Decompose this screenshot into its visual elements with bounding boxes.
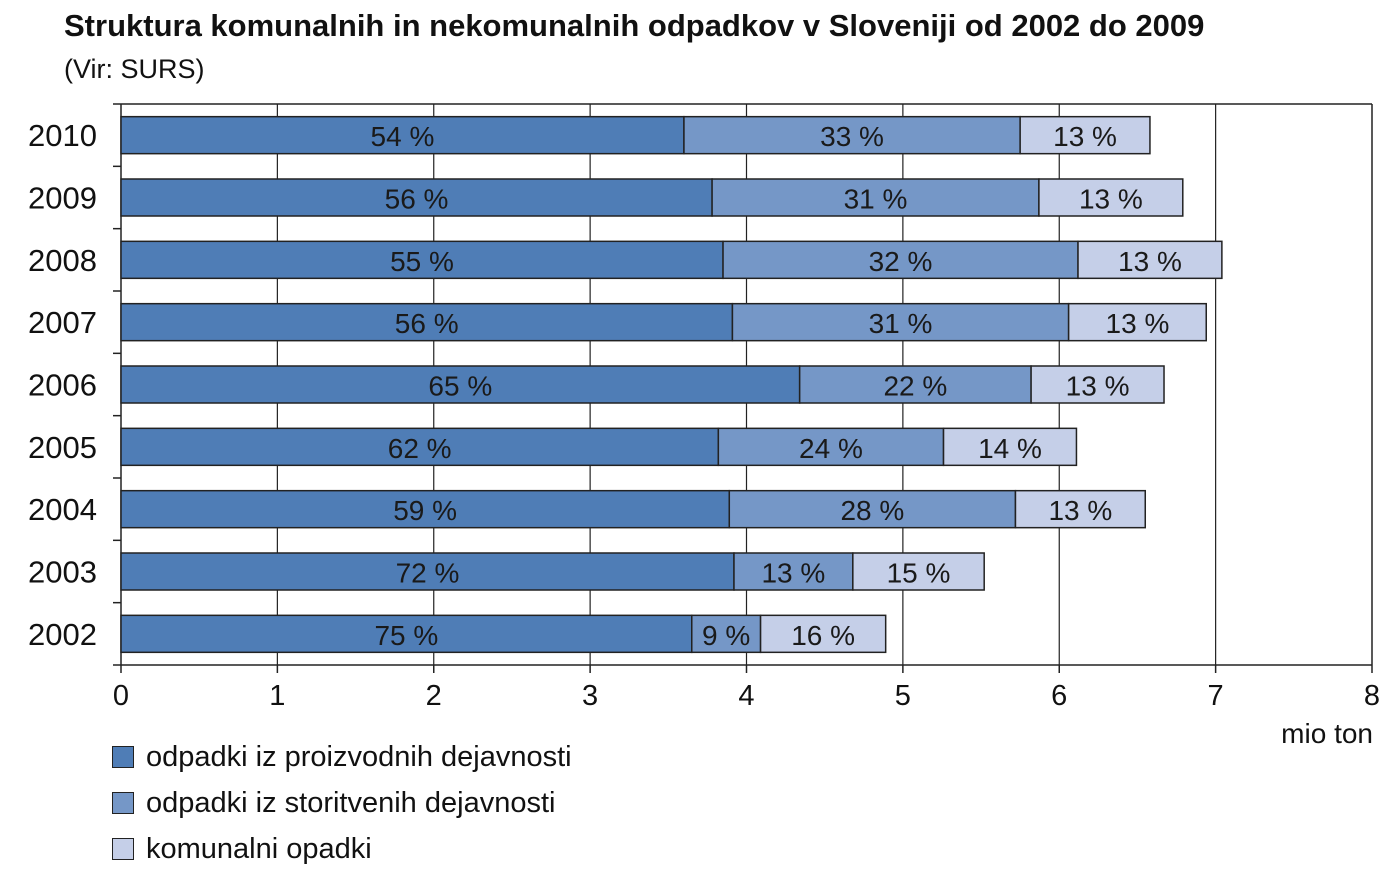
legend-item-production: odpadki iz proizvodnih dejavnosti bbox=[112, 734, 572, 780]
bar-2004-series-2 bbox=[1014, 489, 1147, 529]
data-label-2009-series-0: 56 % bbox=[385, 184, 449, 215]
chart-subtitle: (Vir: SURS) bbox=[64, 54, 205, 84]
data-label-2005-series-2: 14 % bbox=[978, 433, 1042, 464]
bar-2004-series-0 bbox=[120, 489, 731, 529]
data-label-2003-series-2: 15 % bbox=[887, 558, 951, 589]
legend-label-municipal: komunalni opadki bbox=[146, 832, 372, 865]
legend-label-services: odpadki iz storitvenih dejavnosti bbox=[146, 786, 556, 819]
data-label-2003-series-1: 13 % bbox=[761, 558, 825, 589]
data-label-2007-series-1: 31 % bbox=[869, 308, 933, 339]
y-tick-label-2004: 2004 bbox=[28, 492, 97, 527]
stacked-bar-chart: 0 1 2 3 4 5 6 7 8 2010 54 % 33 % 13 % 2009 56 % 31 % 13 … bbox=[28, 103, 1380, 712]
y-tick-label-2010: 2010 bbox=[28, 118, 97, 153]
legend-swatch-services bbox=[112, 792, 134, 814]
x-tick-label-5: 5 bbox=[895, 680, 911, 712]
x-tick-label-8: 8 bbox=[1364, 680, 1380, 712]
bar-2003-series-2 bbox=[852, 552, 985, 591]
x-tick-label-0: 0 bbox=[113, 680, 129, 712]
y-tick-label-2009: 2009 bbox=[28, 181, 97, 216]
legend-item-services: odpadki iz storitvenih dejavnosti bbox=[112, 780, 572, 826]
bar-2009-series-0 bbox=[120, 178, 713, 217]
data-label-2005-series-1: 24 % bbox=[799, 433, 863, 464]
data-label-2002-series-0: 75 % bbox=[374, 620, 438, 651]
data-label-2008-series-1: 32 % bbox=[869, 246, 933, 277]
data-label-2010-series-1: 33 % bbox=[820, 121, 884, 152]
bar-2006-series-0 bbox=[120, 365, 801, 404]
data-label-2004-series-1: 28 % bbox=[840, 495, 904, 526]
data-label-2002-series-1: 9 % bbox=[702, 620, 750, 651]
bar-2006-series-2 bbox=[1030, 365, 1165, 404]
data-label-2006-series-1: 22 % bbox=[883, 371, 947, 402]
bar-2003-series-0 bbox=[120, 552, 735, 591]
data-label-2006-series-2: 13 % bbox=[1066, 371, 1130, 402]
x-tick-label-3: 3 bbox=[582, 680, 598, 712]
y-tick-label-2007: 2007 bbox=[28, 305, 97, 340]
data-label-2002-series-2: 16 % bbox=[791, 620, 855, 651]
y-tick-label-2006: 2006 bbox=[28, 368, 97, 403]
data-label-2010-series-2: 13 % bbox=[1053, 121, 1117, 152]
data-label-2005-series-0: 62 % bbox=[388, 433, 452, 464]
data-label-2007-series-0: 56 % bbox=[395, 308, 459, 339]
data-label-2004-series-2: 13 % bbox=[1048, 495, 1112, 526]
data-label-2006-series-0: 65 % bbox=[428, 371, 492, 402]
bar-2008-series-0 bbox=[120, 240, 724, 280]
y-tick-label-2005: 2005 bbox=[28, 430, 97, 465]
data-label-2007-series-2: 13 % bbox=[1106, 308, 1170, 339]
data-label-2009-series-2: 13 % bbox=[1079, 184, 1143, 215]
bar-2009-series-2 bbox=[1038, 178, 1184, 217]
legend-label-production: odpadki iz proizvodnih dejavnosti bbox=[146, 740, 572, 773]
legend-item-municipal: komunalni opadki bbox=[112, 826, 572, 872]
x-tick-label-2: 2 bbox=[426, 680, 442, 712]
bar-2004-series-1 bbox=[728, 489, 1017, 529]
bar-2005-series-2 bbox=[942, 427, 1078, 467]
legend-swatch-production bbox=[112, 746, 134, 768]
data-label-2009-series-1: 31 % bbox=[844, 184, 908, 215]
data-label-2008-series-2: 13 % bbox=[1118, 246, 1182, 277]
data-label-2004-series-0: 59 % bbox=[393, 495, 457, 526]
x-tick-label-6: 6 bbox=[1051, 680, 1067, 712]
bar-2002-series-2 bbox=[759, 614, 887, 654]
x-axis-unit-label: mio ton bbox=[1281, 718, 1373, 749]
bar-2008-series-1 bbox=[722, 240, 1079, 280]
bar-2007-series-0 bbox=[120, 302, 734, 342]
bar-2007-series-2 bbox=[1067, 302, 1207, 342]
bar-2010-series-1 bbox=[683, 115, 1021, 155]
y-tick-label-2008: 2008 bbox=[28, 243, 97, 278]
bar-2008-series-2 bbox=[1077, 240, 1223, 280]
data-label-2008-series-0: 55 % bbox=[390, 246, 454, 277]
x-tick-label-7: 7 bbox=[1208, 680, 1224, 712]
bar-2010-series-0 bbox=[120, 115, 685, 155]
data-label-2003-series-0: 72 % bbox=[396, 558, 460, 589]
bar-2003-series-1 bbox=[733, 552, 854, 591]
chart-title: Struktura komunalnih in nekomunalnih odp… bbox=[64, 8, 1205, 43]
bar-2010-series-2 bbox=[1019, 115, 1151, 155]
x-tick-label-1: 1 bbox=[269, 680, 285, 712]
x-tick-label-4: 4 bbox=[738, 680, 754, 712]
bar-2009-series-1 bbox=[711, 178, 1040, 217]
bar-2006-series-1 bbox=[798, 365, 1032, 404]
bar-2007-series-1 bbox=[731, 302, 1070, 342]
legend-swatch-municipal bbox=[112, 838, 134, 860]
data-label-2010-series-0: 54 % bbox=[371, 121, 435, 152]
legend: odpadki iz proizvodnih dejavnosti odpadk… bbox=[112, 734, 572, 872]
y-tick-label-2002: 2002 bbox=[28, 617, 97, 652]
y-tick-label-2003: 2003 bbox=[28, 555, 97, 590]
